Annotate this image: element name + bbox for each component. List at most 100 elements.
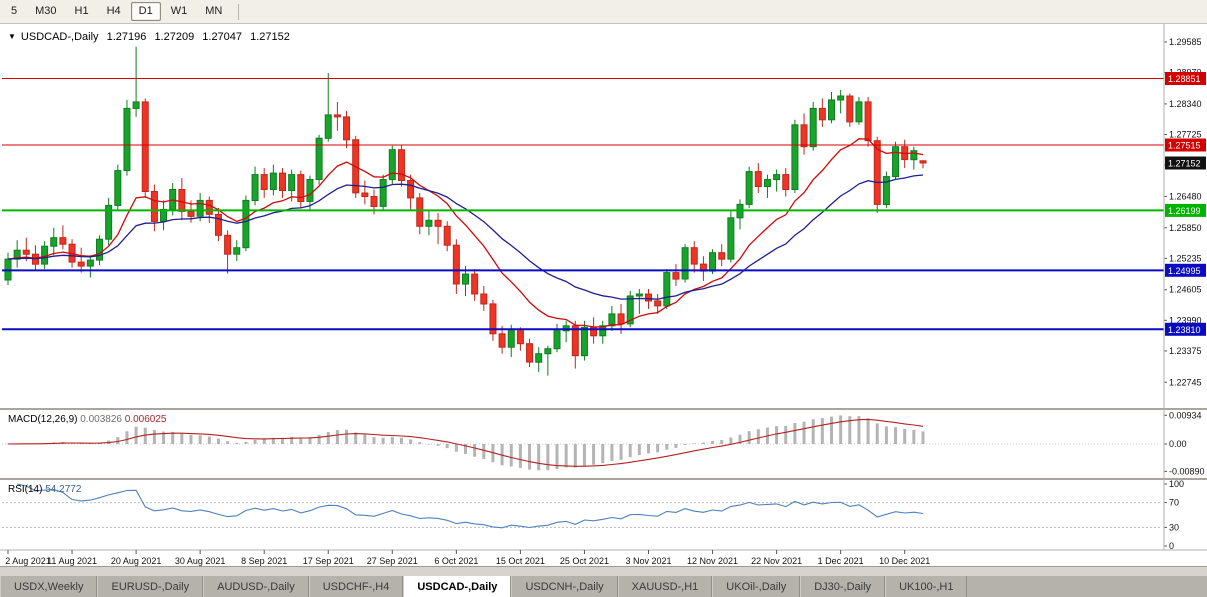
timeframe-button-d1[interactable]: D1 [130,2,161,21]
candle [681,244,689,283]
date-label: 3 Nov 2021 [625,556,671,566]
macd-bar [317,434,321,444]
macd-bar [601,444,605,464]
candle [580,320,588,361]
macd-histogram [6,415,925,471]
tab-usdcad-daily[interactable]: USDCAD-,Daily [403,576,512,597]
price-level-badge: 1.23810 [1165,322,1206,336]
candle [727,211,735,263]
macd-bar [152,430,156,444]
candle [214,207,222,242]
macd-bar [555,444,559,469]
macd-bar [290,436,294,444]
macd-bar [528,444,532,470]
macd-bar [830,416,833,444]
tab-audusd-daily[interactable]: AUDUSD-,Daily [203,576,309,597]
date-label: 15 Oct 2021 [496,556,545,566]
candle [855,97,863,125]
macd-bar [116,437,120,444]
macd-bar [756,429,760,444]
macd-bar [244,441,248,444]
macd-bar [912,429,916,444]
macd-bar [326,432,330,444]
candle [269,164,277,196]
rsi-axis-label: 0 [1169,541,1174,551]
macd-bar [436,444,440,446]
timeframe-button-5[interactable]: 5 [11,5,18,17]
candle [626,291,634,328]
macd-bar [793,422,797,444]
timeframe-button-h4[interactable]: H4 [106,5,121,17]
candle [4,252,12,285]
macd-bar [143,427,147,444]
macd-bar [839,415,843,444]
timeframe-button-w1[interactable]: W1 [170,5,188,17]
chart-canvas[interactable]: 1.295851.289701.283401.277251.271101.264… [0,24,1207,566]
macd-bar [884,426,888,444]
panel-separator[interactable] [0,408,1207,410]
macd-bar [381,437,385,444]
tab-eurusd-daily[interactable]: EURUSD-,Daily [97,576,204,597]
tab-uk100-h1[interactable]: UK100-,H1 [885,576,968,597]
candle [663,269,671,309]
tab-dj30-daily[interactable]: DJ30-,Daily [800,576,886,597]
macd-bar [729,437,733,444]
timeframe-button-mn[interactable]: MN [205,5,223,17]
candle [562,320,570,343]
macd-bar [271,437,275,444]
candle [498,325,506,354]
macd-bar [335,430,339,444]
candle [96,235,103,266]
macd-bar [683,444,687,445]
price-level-badge: 1.26199 [1165,203,1206,217]
date-label: 10 Dec 2021 [879,556,930,566]
date-label: 17 Sep 2021 [303,556,354,566]
candle [489,299,497,341]
macd-bar [216,438,220,444]
macd-bar [189,434,193,444]
panel-separator[interactable] [0,478,1207,480]
macd-bar [253,439,257,444]
tab-usdcnh-daily[interactable]: USDCNH-,Daily [511,576,618,597]
candles-layer [4,46,927,376]
candle [782,168,790,197]
macd-bar [546,444,550,471]
rsi-axis-label: 100 [1169,479,1184,489]
macd-bar [207,436,211,444]
macd-bar [674,444,678,448]
macd-bar [775,426,779,444]
candle [443,221,451,252]
date-label: 25 Oct 2021 [560,556,609,566]
candle [425,211,433,236]
macd-bar [134,426,138,444]
tab-usdchf-h4[interactable]: USDCHF-,H4 [308,576,404,597]
candle [754,163,762,193]
macd-bar [79,443,83,444]
candle [608,305,616,331]
candle [718,244,726,267]
candle [544,345,552,376]
candle [800,113,808,155]
macd-bar [747,431,751,444]
candle [333,101,341,131]
macd-bar [738,434,742,444]
candle [233,240,241,262]
candle [50,227,58,256]
macd-bar [390,436,394,444]
macd-bar [628,444,632,458]
tab-usdx-weekly[interactable]: USDX,Weekly [0,576,98,597]
timeframe-button-m30[interactable]: M30 [35,5,57,17]
timeframe-button-h1[interactable]: H1 [74,5,89,17]
price-tick-label: 1.25850 [1169,223,1202,233]
svg-text:1.24995: 1.24995 [1168,266,1201,276]
macd-bar [125,431,129,444]
tab-ukoil-daily[interactable]: UKOil-,Daily [712,576,801,597]
macd-bar [427,444,431,445]
candle [690,241,698,273]
tab-xauusd-h1[interactable]: XAUUSD-,H1 [617,576,713,597]
candle [279,168,286,198]
macd-bar [171,431,175,444]
candle [196,193,204,222]
macd-bar [711,441,715,444]
